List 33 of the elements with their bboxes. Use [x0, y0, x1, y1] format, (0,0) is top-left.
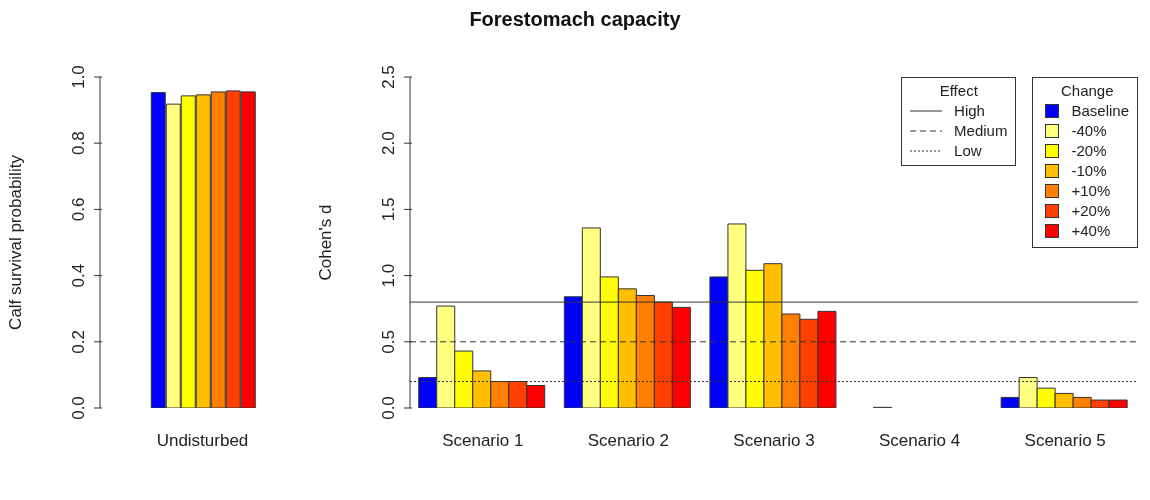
y-axis-title: Cohen's d — [316, 204, 336, 281]
legend-label: +40% — [1071, 221, 1111, 241]
y-tick-label: 0.6 — [69, 197, 88, 222]
y-tick-label: 0.0 — [379, 396, 398, 420]
x-tick-label: Scenario 2 — [587, 431, 670, 451]
y-tick-label: 1.0 — [69, 65, 88, 89]
legend-label: High — [954, 101, 985, 121]
legend-title: Change — [1059, 82, 1115, 99]
legend-label: +20% — [1071, 201, 1111, 221]
y-axis-title: Calf survival probability — [6, 154, 26, 330]
y-tick-label: 0.0 — [69, 396, 88, 420]
y-tick-label: 0.8 — [69, 131, 88, 156]
y-tick-label: 1.5 — [379, 197, 398, 222]
chart-title: Forestomach capacity — [468, 8, 682, 31]
y-tick-label: 0.4 — [69, 263, 88, 288]
y-tick-label: 0.2 — [69, 329, 88, 354]
x-tick-label: Scenario 4 — [878, 431, 961, 451]
x-tick-label: Scenario 1 — [442, 431, 524, 451]
x-tick-label: Scenario 5 — [1024, 431, 1106, 451]
x-tick-label: Scenario 3 — [733, 431, 815, 451]
y-tick-label: 2.5 — [379, 65, 398, 89]
legend-label: Low — [954, 141, 982, 161]
legend-label: +10% — [1071, 181, 1111, 201]
legend-label: -20% — [1071, 141, 1107, 161]
y-tick-label: 1.0 — [379, 263, 398, 288]
y-tick-label: 0.5 — [379, 329, 398, 354]
legend-label: Baseline — [1071, 101, 1129, 121]
x-tick-label: Undisturbed — [156, 431, 249, 451]
legend-label: Medium — [954, 121, 1008, 141]
annotation: Effect — [938, 82, 979, 99]
legend-label: -40% — [1071, 121, 1107, 141]
y-tick-label: 2.0 — [379, 131, 398, 156]
legend-label: -10% — [1071, 161, 1107, 181]
